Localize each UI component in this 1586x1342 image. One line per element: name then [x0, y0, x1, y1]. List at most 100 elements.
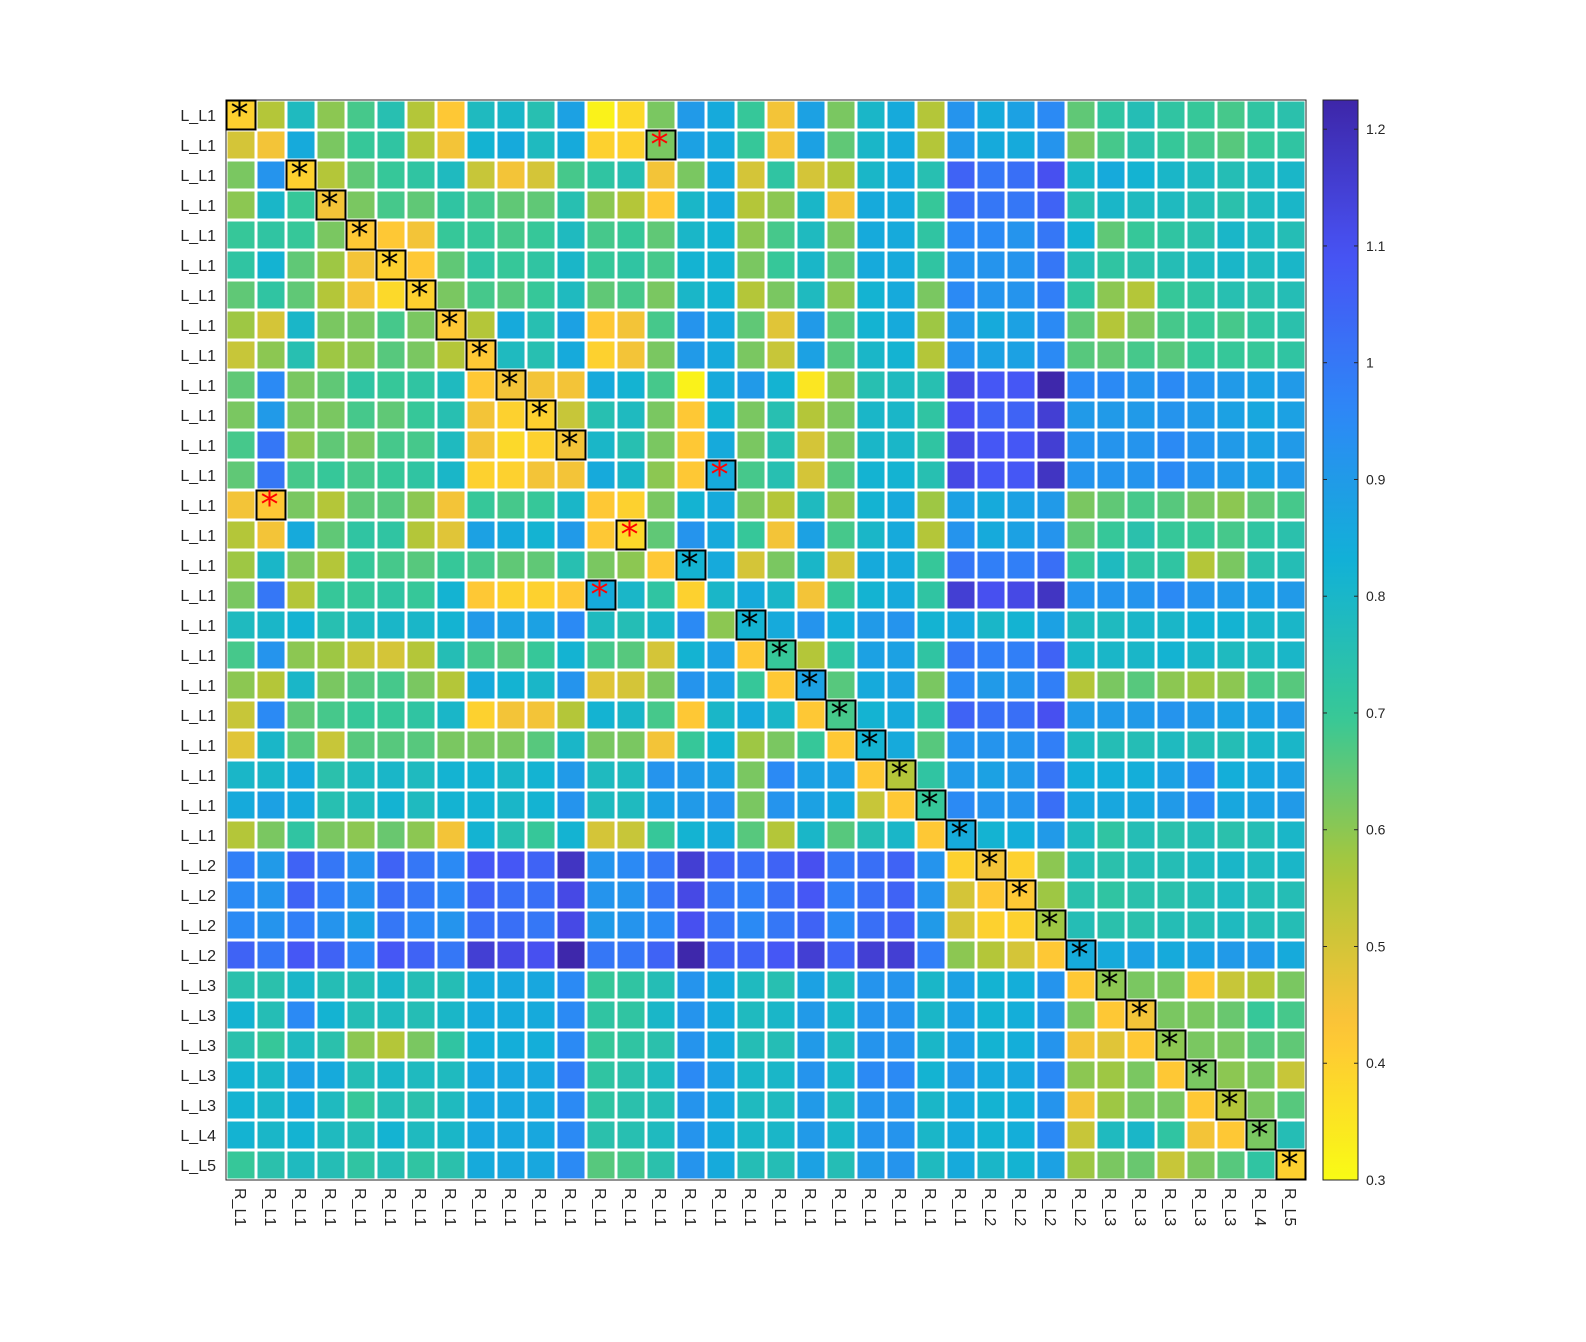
- heatmap-cell: [647, 311, 675, 339]
- heatmap-cell: [257, 521, 285, 549]
- heatmap-cell: [347, 791, 375, 819]
- heatmap-cell: [1217, 701, 1245, 729]
- heatmap-cell: [947, 881, 975, 909]
- heatmap-cell: [617, 941, 645, 969]
- heatmap-cell: [527, 971, 555, 999]
- x-tick-label: R_L1: [531, 1188, 548, 1226]
- y-tick-label: L_L1: [180, 258, 216, 275]
- y-tick-label: L_L1: [180, 468, 216, 485]
- heatmap-cell: [827, 521, 855, 549]
- heatmap-cell: [1187, 1151, 1215, 1179]
- heatmap-cell: [317, 221, 345, 249]
- heatmap-cell: [1217, 851, 1245, 879]
- heatmap-cell: [857, 761, 885, 789]
- heatmap-cell: [1217, 1061, 1245, 1089]
- heatmap-cell: [1157, 641, 1185, 669]
- marker-box: [255, 489, 287, 521]
- heatmap-cell: [827, 191, 855, 219]
- heatmap-cell: [527, 191, 555, 219]
- heatmap-cell: [1187, 1091, 1215, 1119]
- heatmap-cell: [857, 521, 885, 549]
- heatmap-cell: [1217, 581, 1245, 609]
- heatmap-cell: [977, 461, 1005, 489]
- heatmap-cell: [647, 911, 675, 939]
- significance-asterisk: *: [351, 214, 369, 255]
- heatmap-cell: [347, 371, 375, 399]
- heatmap-cell: [437, 281, 465, 309]
- x-tick-label: R_L1: [741, 1188, 758, 1226]
- heatmap-cell: [227, 821, 255, 849]
- heatmap-cell: [347, 461, 375, 489]
- heatmap-cell: [917, 641, 945, 669]
- y-tick-label: L_L1: [180, 438, 216, 455]
- heatmap-cell: [647, 401, 675, 429]
- heatmap-cell: [1247, 491, 1275, 519]
- heatmap-cell: [1187, 401, 1215, 429]
- significance-asterisk: *: [441, 304, 459, 345]
- heatmap-cell: [1217, 461, 1245, 489]
- heatmap-cell: [467, 461, 495, 489]
- heatmap-cell: [587, 1121, 615, 1149]
- heatmap-cell: [1247, 881, 1275, 909]
- heatmap-cell: [1157, 491, 1185, 519]
- marker-box: [225, 99, 257, 131]
- heatmap-cell: [827, 101, 855, 129]
- heatmap-cell: [707, 761, 735, 789]
- heatmap-cell: [347, 881, 375, 909]
- heatmap-cell: [917, 731, 945, 759]
- heatmap-cell: [707, 791, 735, 819]
- heatmap-cell: [977, 1061, 1005, 1089]
- heatmap-cell: [1247, 131, 1275, 159]
- heatmap-cell: [707, 941, 735, 969]
- heatmap-cell: [527, 101, 555, 129]
- heatmap-cell: [707, 401, 735, 429]
- heatmap-cell: [1127, 941, 1155, 969]
- heatmap-cell: [1037, 1001, 1065, 1029]
- heatmap-cell: [1277, 851, 1305, 879]
- heatmap-cell: [857, 191, 885, 219]
- heatmap-cell: [317, 551, 345, 579]
- heatmap-cell: [917, 371, 945, 399]
- heatmap-cell: [1157, 521, 1185, 549]
- heatmap-cell: [737, 1121, 765, 1149]
- heatmap-cell: [1007, 881, 1035, 909]
- heatmap-cell: [407, 251, 435, 279]
- heatmap-cell: [737, 941, 765, 969]
- x-tick-label: R_L1: [891, 1188, 908, 1226]
- heatmap-cell: [767, 1121, 795, 1149]
- y-tick-label: L_L2: [180, 888, 216, 905]
- x-tick-label: R_L1: [471, 1188, 488, 1226]
- heatmap-cell: [587, 101, 615, 129]
- heatmap-cell: [827, 221, 855, 249]
- heatmap-cell: [467, 191, 495, 219]
- heatmap-cell: [257, 911, 285, 939]
- heatmap-cell: [1247, 251, 1275, 279]
- y-tick-label: L_L4: [180, 1128, 216, 1145]
- marker-box: [495, 369, 527, 401]
- heatmap-cell: [677, 791, 705, 819]
- heatmap-cell: [407, 1031, 435, 1059]
- heatmap-cell: [497, 1001, 525, 1029]
- heatmap-cell: [287, 401, 315, 429]
- significance-asterisk: *: [531, 394, 549, 435]
- heatmap-cell: [287, 311, 315, 339]
- y-tick-label: L_L1: [180, 678, 216, 695]
- heatmap-cell: [947, 161, 975, 189]
- heatmap-cell: [1067, 881, 1095, 909]
- heatmap-cell: [647, 1061, 675, 1089]
- heatmap-cell: [707, 131, 735, 159]
- heatmap-cell: [467, 701, 495, 729]
- heatmap-cell: [1157, 551, 1185, 579]
- y-tick-label: L_L1: [180, 228, 216, 245]
- significance-asterisk: *: [1191, 1054, 1209, 1095]
- heatmap-cell: [1127, 131, 1155, 159]
- heatmap-cell: [977, 251, 1005, 279]
- heatmap-cell: [287, 941, 315, 969]
- heatmap-cell: [797, 1091, 825, 1119]
- heatmap-cell: [287, 1121, 315, 1149]
- x-tick-label: R_L1: [621, 1188, 638, 1226]
- heatmap-cell: [917, 131, 945, 159]
- heatmap-cell: [857, 1061, 885, 1089]
- heatmap-cell: [557, 971, 585, 999]
- heatmap-cell: [767, 251, 795, 279]
